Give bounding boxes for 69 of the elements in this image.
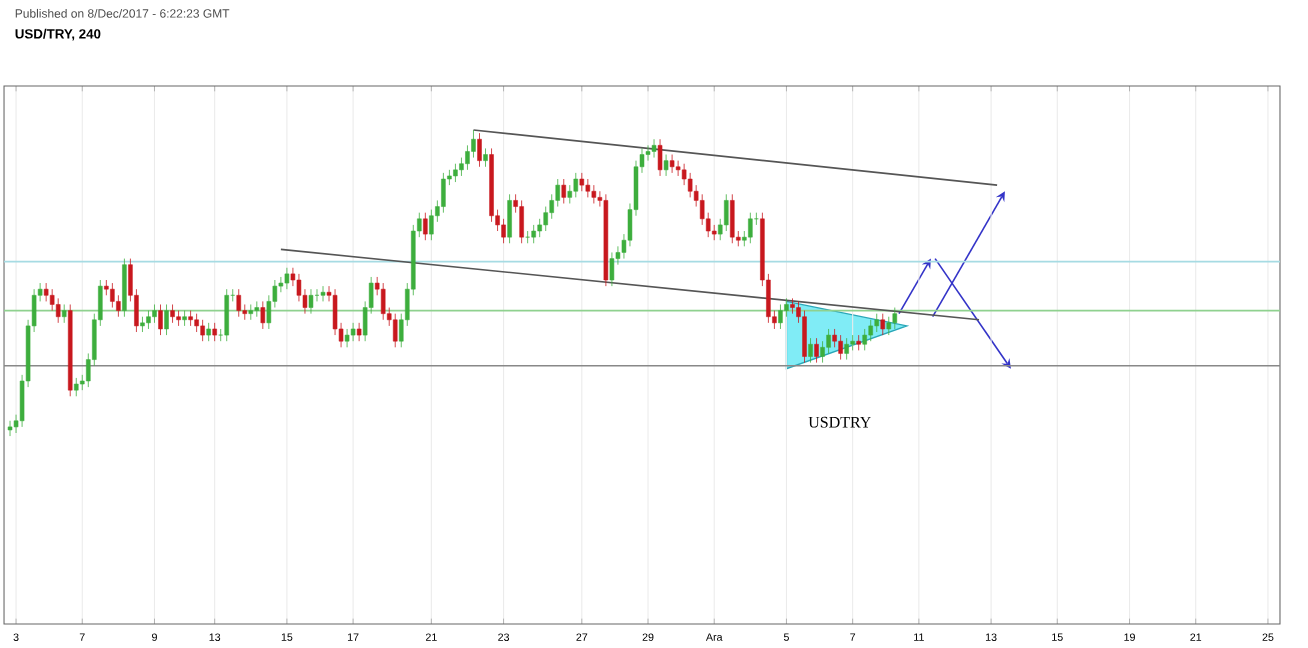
candlestick [748,212,753,244]
candlestick [380,282,386,321]
candlestick [248,304,254,321]
candlestick [320,285,326,302]
candlestick [194,313,199,333]
candlestick [61,304,67,324]
candlestick [730,193,735,244]
candlestick [880,313,886,336]
candlestick [778,304,783,330]
candlestick [844,337,849,360]
candlestick [182,310,187,327]
candlestick [260,301,266,330]
candlestick [531,224,536,244]
candlestick [284,267,290,290]
candlestick [236,288,242,318]
candlestick [74,377,79,397]
candlestick [657,138,663,177]
candlestick [206,322,211,342]
candlestick [200,319,205,342]
candlestick [862,328,867,351]
candlestick [507,193,512,244]
candlestick [212,322,217,342]
candlestick [314,288,320,302]
candlestick [724,193,729,232]
candlestick [392,313,398,348]
candlestick [525,230,530,244]
candlestick [55,297,61,324]
candlestick [663,154,669,177]
candlestick [609,252,615,287]
candlestick [441,172,446,214]
candlestick [122,258,127,318]
candlestick [874,313,879,333]
candlestick [573,172,579,198]
candlestick [477,132,482,168]
candlestick [669,154,675,174]
candlestick [856,334,861,351]
candlestick [651,138,657,158]
candlestick [838,334,843,360]
candlestick [483,148,488,168]
candlestick [344,328,350,348]
candlestick [579,172,585,192]
candlestick [868,319,873,342]
candlestick [501,218,506,244]
candlestick [170,304,175,324]
candlestick [790,297,795,315]
candlestick [308,288,314,315]
candlestick [7,420,13,437]
candlestick [146,310,151,330]
candlestick [158,304,163,336]
candlestick [561,178,567,204]
annotation: USDTRY [808,416,871,428]
candlestick [164,304,169,336]
candlestick [519,200,524,244]
candlestick [886,316,892,336]
candlestick [356,322,362,342]
candlestick [350,322,356,342]
candlestick [814,337,819,364]
candlestick [808,337,813,364]
candlestick [152,304,157,324]
candlestick [892,307,898,330]
candlestick [254,301,260,318]
candlestick [675,160,681,177]
candlestick [224,288,229,342]
candlestick [423,212,428,241]
candlestick [591,184,597,204]
candlestick [176,310,181,327]
candlestick [585,178,591,198]
candlestick [188,310,193,327]
candlestick [453,163,458,183]
